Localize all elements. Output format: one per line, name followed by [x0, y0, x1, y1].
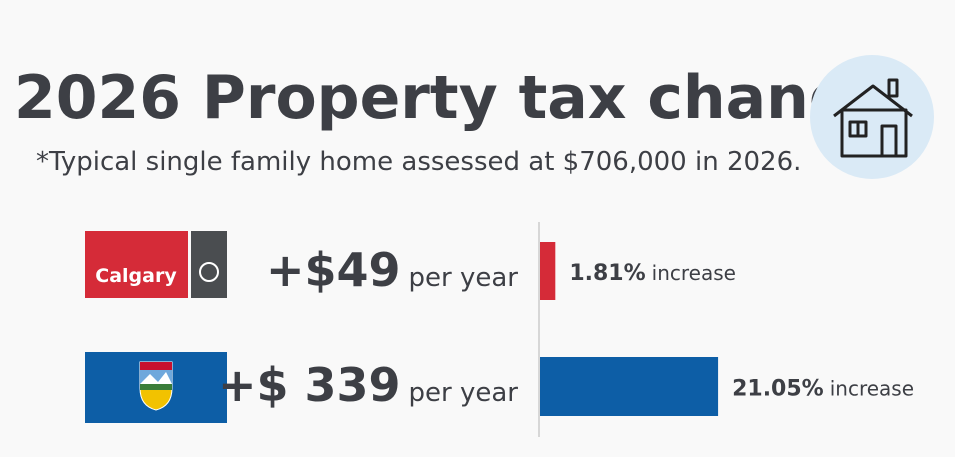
- alberta-flag: [85, 352, 227, 423]
- value-label: 21.05% increase: [732, 377, 914, 402]
- amount-label: +$ 339 per year: [218, 358, 518, 412]
- bar: [540, 357, 719, 416]
- value-number: 1.81%: [569, 261, 645, 286]
- bar: [540, 242, 556, 300]
- chart-subtitle: *Typical single family home assessed at …: [36, 147, 801, 177]
- amount-number: +$49: [266, 243, 401, 297]
- amount-suffix: per year: [409, 378, 519, 408]
- chart-title: 2026 Property tax change*: [14, 63, 924, 133]
- value-suffix: increase: [652, 261, 736, 285]
- category-label: Calgary: [95, 265, 177, 287]
- value-label: 1.81% increase: [569, 261, 736, 286]
- value-suffix: increase: [830, 377, 914, 401]
- amount-suffix: per year: [409, 263, 519, 293]
- calgary-logo: Calgary: [85, 231, 227, 298]
- amount-number: +$ 339: [218, 358, 401, 412]
- amount-label: +$49 per year: [266, 243, 518, 297]
- value-number: 21.05%: [732, 377, 824, 402]
- house-icon: [810, 55, 934, 179]
